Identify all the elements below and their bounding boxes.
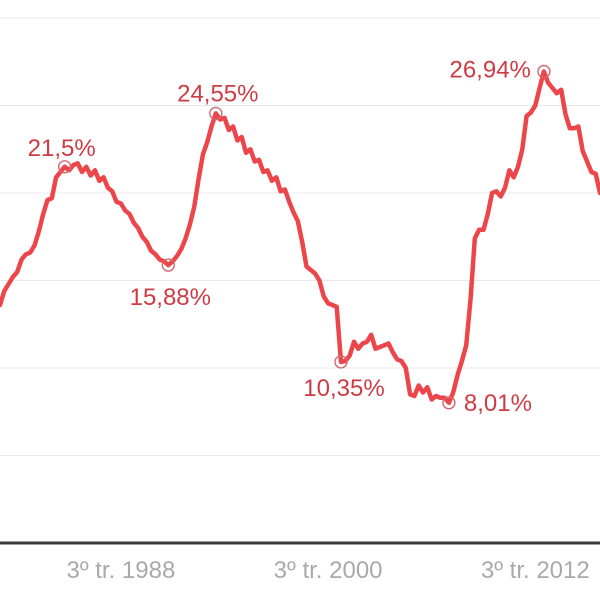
annotation-label: 24,55% [177,80,258,107]
annotation-label: 15,88% [130,284,211,311]
x-tick-label: 3º tr. 1988 [66,557,175,584]
x-tick-label: 3º tr. 2000 [274,557,383,584]
annotation-label: 21,5% [28,135,96,162]
data-point-marker [161,258,176,272]
unemployment-rate-line [0,69,600,406]
annotation-label: 8,01% [464,390,532,417]
data-point-marker [209,106,223,121]
data-point-marker [334,355,348,369]
data-point-marker [57,160,72,174]
annotation-label: 26,94% [449,57,530,84]
data-point-marker [442,396,456,410]
data-point-marker [537,64,551,79]
annotation-label: 10,35% [303,375,384,402]
x-tick-label: 3º tr. 2012 [481,557,590,584]
